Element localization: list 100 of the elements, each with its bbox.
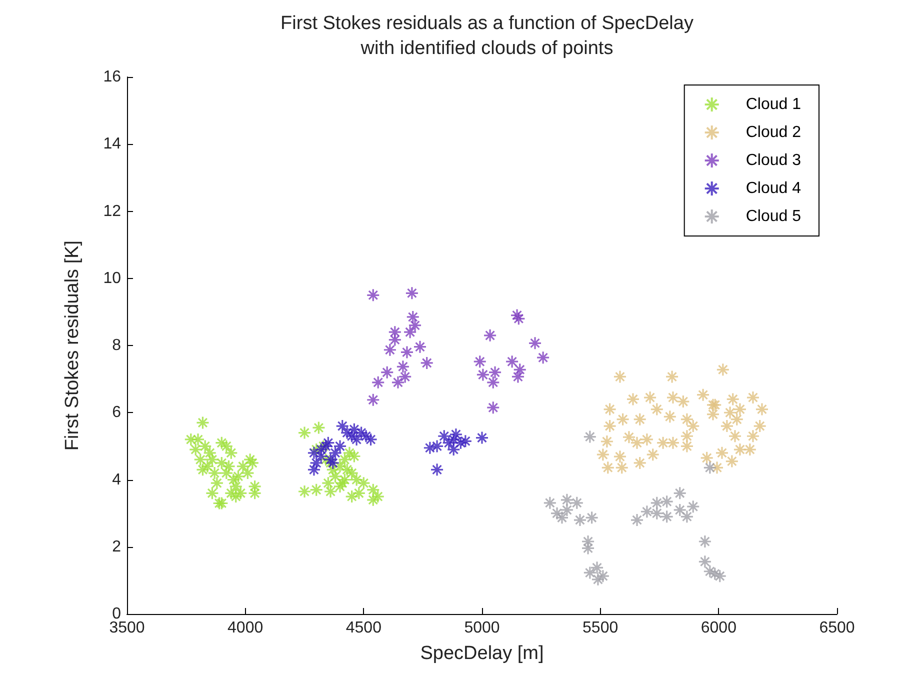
point	[400, 345, 414, 360]
point	[473, 354, 487, 368]
point	[510, 308, 524, 322]
point	[660, 510, 674, 524]
legend-label: Cloud 4	[746, 180, 802, 197]
point	[396, 360, 410, 374]
point	[560, 503, 574, 517]
point	[630, 436, 644, 450]
point	[600, 434, 614, 448]
point	[601, 460, 615, 474]
point	[420, 356, 434, 370]
chart-title: First Stokes residuals as a function of SpecDelay with identified clouds of points	[280, 13, 694, 59]
point	[307, 462, 321, 476]
point	[673, 486, 687, 500]
point	[398, 370, 412, 384]
x-tick-label: 6500	[819, 620, 855, 636]
point	[585, 510, 599, 524]
point	[733, 402, 747, 416]
point	[333, 439, 347, 453]
point	[430, 439, 444, 453]
point	[613, 370, 627, 384]
point	[646, 448, 660, 462]
point	[570, 496, 584, 510]
point	[715, 446, 729, 460]
point	[650, 506, 664, 520]
point	[583, 430, 597, 444]
point	[640, 504, 654, 518]
point	[596, 569, 610, 583]
point	[430, 462, 444, 476]
point	[391, 376, 405, 390]
point	[366, 393, 380, 407]
point	[696, 388, 710, 402]
point	[512, 312, 526, 326]
point	[581, 534, 595, 548]
point	[622, 430, 636, 444]
point	[630, 513, 644, 527]
point	[616, 412, 630, 426]
point	[615, 460, 629, 474]
point	[528, 336, 542, 350]
point	[700, 451, 714, 465]
point	[488, 366, 502, 380]
point	[723, 406, 737, 420]
point	[716, 362, 730, 376]
point	[483, 328, 497, 342]
point	[726, 392, 740, 406]
point	[486, 400, 500, 414]
y-tick-label: 10	[103, 270, 122, 287]
y-tick-label: 8	[112, 337, 122, 354]
point	[591, 572, 605, 586]
point	[706, 408, 720, 422]
point	[405, 286, 419, 300]
x-tick-label: 3500	[109, 620, 145, 636]
point	[560, 493, 574, 507]
x-tick-label: 5500	[582, 620, 618, 636]
y-tick-label: 16	[103, 68, 122, 86]
point	[755, 402, 769, 416]
point	[680, 412, 694, 426]
point	[725, 454, 739, 468]
point	[324, 452, 338, 466]
point	[319, 439, 333, 453]
point	[536, 350, 550, 364]
point	[442, 436, 456, 450]
point	[698, 554, 712, 568]
y-tick-label: 12	[103, 202, 122, 220]
point	[686, 500, 700, 514]
point	[437, 429, 451, 443]
point	[413, 340, 427, 354]
point	[746, 390, 760, 404]
point	[403, 325, 417, 339]
point	[573, 513, 587, 527]
point	[673, 503, 687, 517]
point	[665, 370, 679, 384]
point	[590, 560, 604, 574]
legend-label: Cloud 1	[746, 96, 802, 113]
legend-label: Cloud 5	[746, 208, 802, 225]
point	[321, 436, 335, 450]
x-tick-label: 4500	[346, 620, 382, 636]
point	[686, 419, 700, 433]
point	[449, 428, 463, 442]
point	[676, 394, 690, 408]
x-axis-title: SpecDelay [m]	[420, 643, 544, 664]
point	[326, 456, 340, 470]
point	[643, 390, 657, 404]
point	[720, 419, 734, 433]
point	[698, 534, 712, 548]
point	[476, 368, 490, 382]
point	[633, 456, 647, 470]
x-tick-label: 5000	[464, 620, 500, 636]
point	[680, 510, 694, 524]
x-tick-label: 6000	[700, 620, 737, 636]
point	[613, 450, 627, 464]
point	[680, 439, 694, 453]
point	[336, 419, 350, 433]
point	[406, 310, 420, 324]
point	[640, 432, 654, 446]
point	[663, 410, 677, 424]
point	[753, 419, 767, 433]
point	[603, 419, 617, 433]
y-tick-label: 2	[112, 538, 122, 556]
point	[581, 541, 595, 556]
